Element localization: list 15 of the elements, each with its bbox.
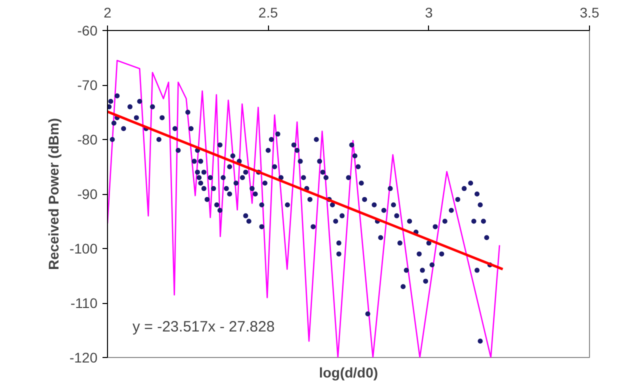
y-axis-title: Received Power (dBm) (45, 118, 62, 270)
annotation: y = -23.517x - 27.828 (132, 318, 275, 336)
y-tick-label: -110 (70, 295, 98, 311)
y-tick-label: -100 (69, 240, 98, 256)
x-tick-label: 3 (424, 4, 433, 20)
y-tick-label: -60 (77, 22, 98, 38)
y-tick-label: -90 (77, 186, 98, 202)
y-tick-label: -70 (77, 77, 98, 93)
line-series (108, 60, 500, 358)
y-tick-label: -120 (69, 350, 98, 366)
x-tick-label: 2 (104, 4, 112, 20)
x-axis-title: log(d/d0) (318, 364, 378, 380)
x-tick-label: 2.5 (258, 4, 278, 20)
x-tick-label: 3.5 (580, 4, 600, 20)
y-tick-label: -80 (77, 132, 98, 148)
